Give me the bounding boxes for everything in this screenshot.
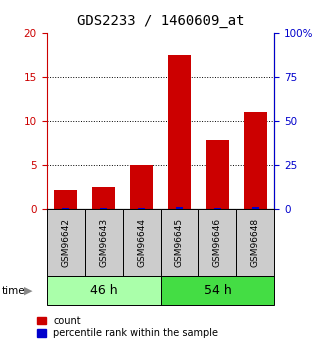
Bar bbox=[130, 165, 153, 209]
Legend: count, percentile rank within the sample: count, percentile rank within the sample bbox=[37, 316, 219, 338]
Text: 46 h: 46 h bbox=[90, 284, 117, 297]
Bar bbox=[237, 209, 274, 276]
Bar bbox=[47, 276, 160, 305]
Text: 54 h: 54 h bbox=[204, 284, 231, 297]
Bar bbox=[206, 140, 229, 209]
Bar bbox=[138, 208, 145, 209]
Bar bbox=[47, 209, 84, 276]
Bar bbox=[244, 112, 267, 209]
Text: GSM96648: GSM96648 bbox=[251, 218, 260, 267]
Bar bbox=[252, 207, 259, 209]
Text: ▶: ▶ bbox=[24, 286, 33, 296]
Bar bbox=[168, 55, 191, 209]
Text: GSM96644: GSM96644 bbox=[137, 218, 146, 267]
Text: GSM96643: GSM96643 bbox=[99, 218, 108, 267]
Bar bbox=[160, 276, 274, 305]
Bar bbox=[176, 207, 183, 209]
Bar bbox=[54, 190, 77, 209]
Bar bbox=[92, 187, 115, 209]
Bar bbox=[84, 209, 123, 276]
Bar bbox=[62, 208, 69, 209]
Text: GDS2233 / 1460609_at: GDS2233 / 1460609_at bbox=[77, 14, 244, 28]
Bar bbox=[123, 209, 160, 276]
Text: GSM96646: GSM96646 bbox=[213, 218, 222, 267]
Text: GSM96645: GSM96645 bbox=[175, 218, 184, 267]
Text: GSM96642: GSM96642 bbox=[61, 218, 70, 267]
Bar bbox=[160, 209, 198, 276]
Bar bbox=[100, 208, 107, 209]
Text: time: time bbox=[2, 286, 25, 296]
Bar bbox=[214, 208, 221, 209]
Bar bbox=[198, 209, 237, 276]
